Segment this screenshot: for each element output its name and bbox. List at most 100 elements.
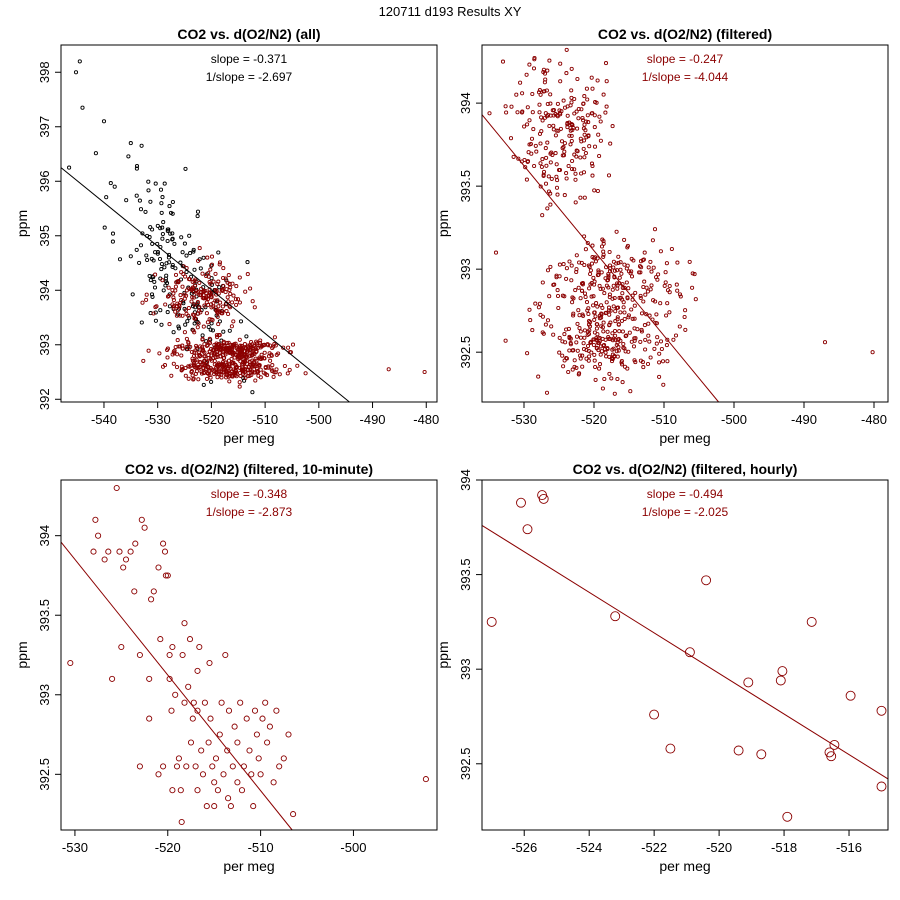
data-point	[662, 283, 667, 288]
data-point	[213, 298, 218, 303]
data-point	[205, 364, 210, 370]
data-point	[171, 295, 176, 300]
data-point	[622, 285, 627, 290]
data-point	[508, 136, 514, 141]
data-point	[182, 290, 187, 295]
data-point	[220, 304, 225, 309]
data-point	[516, 156, 521, 161]
data-point	[538, 92, 543, 97]
data-point	[202, 354, 207, 359]
data-point	[493, 250, 499, 255]
data-point	[101, 119, 107, 124]
data-point	[575, 348, 580, 353]
data-point	[93, 151, 98, 156]
data-point	[225, 707, 233, 714]
data-point	[246, 747, 253, 754]
data-point	[167, 204, 172, 209]
data-point	[159, 267, 164, 272]
data-point	[541, 89, 546, 94]
data-point	[228, 291, 233, 296]
data-point	[177, 313, 183, 318]
data-point	[607, 322, 612, 327]
data-point	[259, 344, 265, 349]
data-point	[245, 351, 250, 356]
scatter-panel-4: CO2 vs. d(O2/N2) (filtered, hourly) slope…	[435, 461, 889, 874]
data-point	[166, 675, 173, 682]
data-point	[548, 92, 553, 97]
data-point	[586, 311, 591, 317]
data-point	[593, 377, 598, 382]
data-point	[187, 315, 192, 320]
y-tick-label: 393.5	[458, 558, 473, 591]
data-point	[589, 161, 595, 166]
data-point	[215, 298, 220, 303]
data-point	[166, 285, 171, 290]
data-point	[578, 329, 583, 334]
data-point	[541, 69, 546, 75]
data-point	[659, 346, 664, 352]
data-point	[538, 161, 543, 166]
data-point	[587, 286, 592, 291]
data-point	[637, 270, 642, 275]
data-point	[586, 358, 591, 363]
data-point	[250, 803, 257, 810]
data-point	[225, 795, 232, 802]
data-point	[122, 556, 130, 563]
data-point	[243, 289, 248, 294]
data-point	[290, 342, 296, 347]
data-point	[600, 286, 605, 291]
data-point	[576, 116, 581, 121]
data-point	[143, 209, 148, 214]
data-point	[274, 352, 279, 357]
data-point	[592, 113, 597, 118]
x-tick-label: -490	[791, 412, 817, 427]
data-point	[158, 308, 163, 313]
data-point	[183, 322, 188, 327]
data-point	[227, 328, 232, 333]
data-point	[259, 715, 266, 722]
data-point	[650, 238, 655, 243]
data-point	[189, 715, 196, 722]
data-point	[646, 265, 651, 270]
data-point	[191, 247, 196, 252]
data-point	[548, 101, 553, 106]
data-point	[618, 338, 623, 343]
data-point	[667, 310, 672, 315]
data-point	[522, 524, 533, 535]
data-point	[245, 368, 250, 373]
data-point	[196, 377, 201, 382]
data-point	[150, 227, 155, 232]
data-point	[253, 378, 258, 383]
data-point	[542, 115, 548, 120]
data-point	[504, 110, 509, 115]
data-point	[616, 348, 621, 353]
plot-frame	[60, 479, 438, 831]
data-point	[581, 170, 587, 175]
data-point	[654, 321, 659, 326]
data-point	[235, 354, 240, 359]
y-axis-label: ppm	[435, 210, 451, 237]
data-point	[641, 365, 646, 370]
data-point	[137, 198, 142, 203]
x-tick-label: -516	[836, 840, 862, 855]
data-point	[571, 125, 576, 131]
data-point	[243, 364, 248, 369]
data-point	[201, 370, 206, 375]
data-point	[610, 356, 615, 361]
data-point	[589, 261, 595, 266]
data-point	[619, 271, 624, 276]
data-point	[674, 282, 679, 287]
data-point	[555, 101, 560, 106]
data-point	[286, 345, 291, 350]
data-point	[171, 291, 176, 296]
data-point	[228, 346, 233, 351]
data-point	[185, 319, 190, 324]
y-tick-label: 393.5	[458, 170, 473, 203]
data-point	[136, 651, 143, 659]
data-point	[616, 345, 621, 350]
data-point	[250, 358, 255, 363]
data-point	[165, 355, 170, 360]
data-point	[190, 699, 197, 706]
x-tick-label: -522	[641, 840, 667, 855]
data-point	[540, 280, 545, 285]
